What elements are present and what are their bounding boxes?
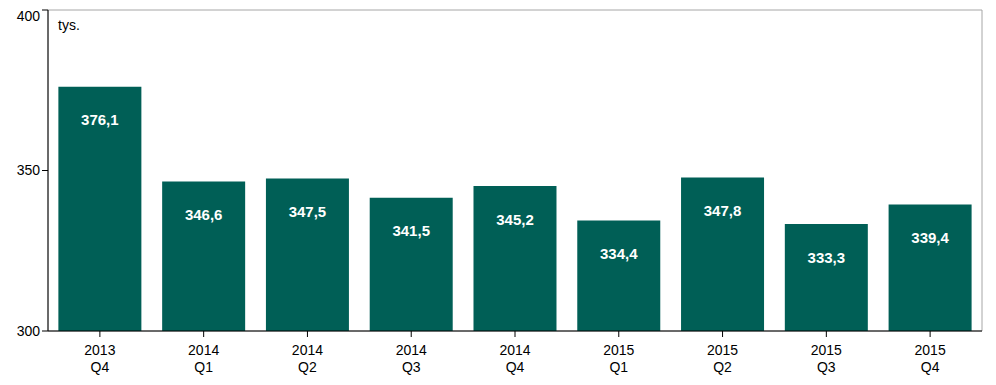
svg-text:tys.: tys. (58, 17, 80, 33)
svg-text:2014Q1: 2014Q1 (188, 342, 219, 375)
svg-text:2014Q3: 2014Q3 (396, 342, 427, 375)
svg-text:341,5: 341,5 (392, 222, 430, 239)
svg-text:2015Q2: 2015Q2 (707, 342, 738, 375)
svg-text:2014Q4: 2014Q4 (499, 342, 530, 375)
svg-text:339,4: 339,4 (911, 229, 949, 246)
svg-text:346,6: 346,6 (185, 206, 223, 223)
svg-text:376,1: 376,1 (81, 111, 119, 128)
svg-text:400: 400 (17, 8, 41, 24)
svg-text:2015Q3: 2015Q3 (811, 342, 842, 375)
svg-text:2014Q2: 2014Q2 (292, 342, 323, 375)
svg-text:300: 300 (17, 323, 41, 339)
svg-text:2015Q1: 2015Q1 (603, 342, 634, 375)
svg-text:350: 350 (17, 162, 41, 178)
svg-text:345,2: 345,2 (496, 211, 534, 228)
svg-text:334,4: 334,4 (600, 245, 638, 262)
svg-text:2015Q4: 2015Q4 (915, 342, 946, 375)
svg-text:333,3: 333,3 (808, 249, 846, 266)
svg-text:347,8: 347,8 (704, 202, 742, 219)
svg-text:2013Q4: 2013Q4 (84, 342, 115, 375)
svg-text:347,5: 347,5 (289, 203, 327, 220)
